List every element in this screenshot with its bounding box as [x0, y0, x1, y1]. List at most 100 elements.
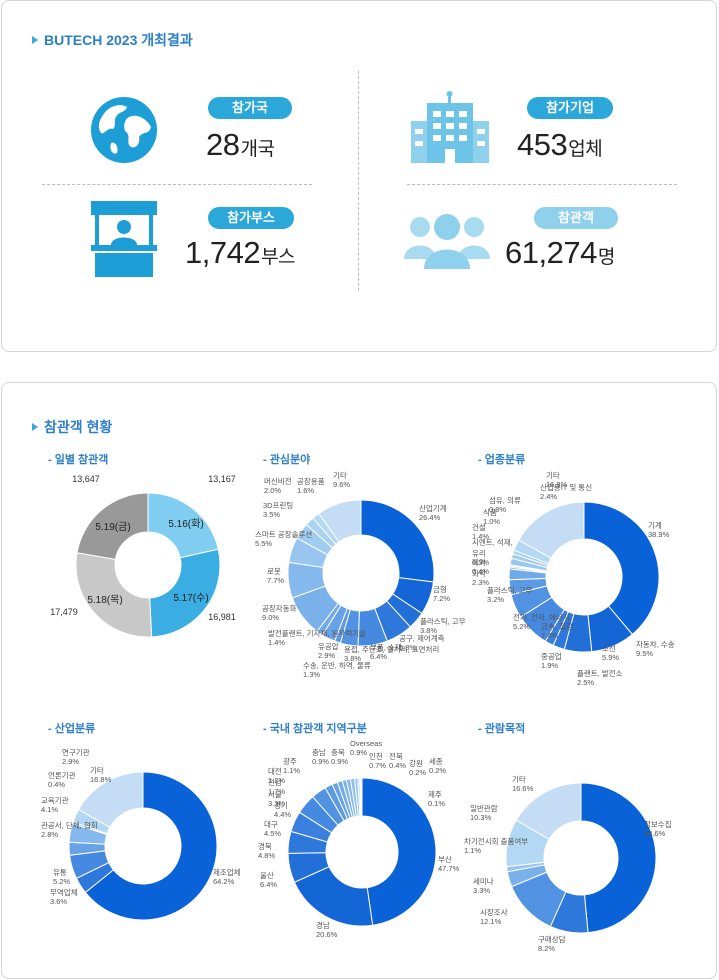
data-label: 3.3% [268, 799, 285, 808]
business-type-title: - 업종분류 [478, 454, 526, 466]
data-label: 1.1% [283, 766, 300, 775]
slice-label: 공구, 제어계측 [399, 633, 445, 643]
data-label: 2.3% [472, 578, 489, 587]
data-label: 0.3% [472, 558, 489, 567]
slice-label: 교육기관 [41, 795, 69, 805]
data-label: 16.6% [512, 784, 534, 793]
data-label: 1.3% [303, 670, 320, 679]
slice-label: 공장용품 [297, 476, 325, 486]
visitors-value: 61,274명 [505, 235, 615, 270]
slice-label: 유공압 [318, 642, 339, 651]
data-label: 0.4% [472, 567, 489, 576]
triangle-icon [32, 423, 38, 431]
slice-label: 무역업체 [50, 887, 78, 897]
slice-label: 부산 [438, 854, 452, 864]
visitors-icon [404, 214, 490, 269]
slice-label: 경북 [258, 841, 272, 851]
data-label: 3.8% [344, 654, 361, 663]
pie-slice [75, 552, 153, 638]
slice-label: 5.17(수) [173, 592, 208, 604]
data-label: 20.6% [316, 930, 338, 939]
slice-label: 인천 [369, 751, 383, 761]
slice-label: 금속, 철강 [541, 621, 573, 631]
pie-slice [76, 492, 149, 560]
slice-label: 산업기계 [419, 503, 447, 513]
data-label: 2.9% [318, 651, 335, 660]
slice-label: 충남 [312, 748, 326, 757]
data-label: 9.6% [333, 480, 350, 489]
building-icon [411, 91, 489, 163]
data-label: 4.4% [274, 810, 291, 819]
slice-label: 강원 [409, 758, 423, 768]
data-label: 1.4% [472, 532, 489, 541]
results-title: BUTECH 2023 개최결과 [32, 30, 193, 50]
pie-slice [77, 771, 144, 828]
data-label: 7.7% [267, 576, 284, 585]
slice-label: 세종 [429, 757, 443, 766]
visitor-status-title: 참관객 현황 [32, 417, 112, 437]
data-label: 1.0% [483, 517, 500, 526]
slice-label: 충북 [331, 748, 345, 757]
slice-label: 5.18(목) [87, 594, 122, 606]
data-label: 4.5% [264, 829, 281, 838]
pie-slice [361, 777, 437, 926]
slice-label: 세미나 [473, 877, 494, 886]
pie-slice [84, 771, 218, 921]
data-label: 1.1% [464, 846, 481, 855]
data-label: 0.8% [489, 505, 506, 514]
visitors-badge: 참관객 [534, 207, 618, 229]
slice-label: 섬유, 의류 [489, 495, 521, 505]
data-label: 64.2% [213, 877, 235, 886]
slice-label: 건설 [472, 522, 486, 532]
data-label: 3.2% [487, 595, 504, 604]
data-label: 12.1% [480, 917, 502, 926]
divider [42, 184, 312, 185]
slice-label: 중공업 [541, 652, 562, 661]
slice-label: 전남 [268, 777, 282, 787]
slice-label: 화학 [472, 568, 486, 578]
data-label: 10.3% [470, 813, 492, 822]
data-label: 3.5% [263, 510, 280, 519]
slice-label: 제주 [428, 790, 442, 799]
slice-label: 로봇 [267, 567, 281, 576]
data-label: 5.5% [255, 539, 272, 548]
slice-label: 공장자동화 [262, 603, 297, 613]
data-label: 4.8% [258, 851, 275, 860]
pie-slice [318, 499, 362, 543]
data-label: 0.1% [428, 799, 445, 808]
slice-label: 산업용IT 및 통신 [540, 482, 592, 492]
slice-label: 차기전시회 출품여부 [464, 836, 528, 846]
slice-label: 수송, 운반, 하역, 물류 [303, 660, 371, 670]
slice-label: 플라스틱, 고무 [420, 616, 466, 626]
slice-label: 플랜트, 발전소 [577, 668, 623, 678]
globe-icon [91, 97, 157, 163]
data-label: 9.0% [262, 613, 279, 622]
data-label: 13,647 [72, 474, 100, 484]
data-label: 5.8% [399, 643, 416, 652]
data-label: 1.2% [268, 776, 285, 785]
slice-label: 머신비전 [264, 476, 292, 486]
slice-label: 조선 [602, 644, 616, 653]
data-label: 0.9% [312, 757, 329, 766]
data-label: 26.4% [419, 513, 441, 522]
slice-label: 금형 [433, 585, 447, 594]
slice-label: 유리 [472, 549, 486, 558]
data-label: 2.0% [264, 486, 281, 495]
booths-value: 1,742부스 [185, 235, 296, 270]
data-label: 13,167 [208, 474, 236, 484]
companies-value: 453업체 [517, 127, 603, 162]
slice-label: 시멘트, 석재, [472, 537, 513, 547]
slice-label: 시장조사 [480, 907, 508, 917]
slice-label: 유통 [53, 868, 67, 877]
donut-chart-0: 5.16(화) 5.17(수) 5.18(목) 5.19(금) 13,167 16,981… [50, 474, 236, 638]
slice-label: 연구기관 [62, 747, 90, 757]
data-label: 16.8% [90, 775, 112, 784]
slice-label: 제약 [472, 557, 486, 567]
data-label: 0.2% [429, 766, 446, 775]
data-label: 47.7% [438, 864, 460, 873]
data-label: 5.2% [513, 622, 530, 631]
